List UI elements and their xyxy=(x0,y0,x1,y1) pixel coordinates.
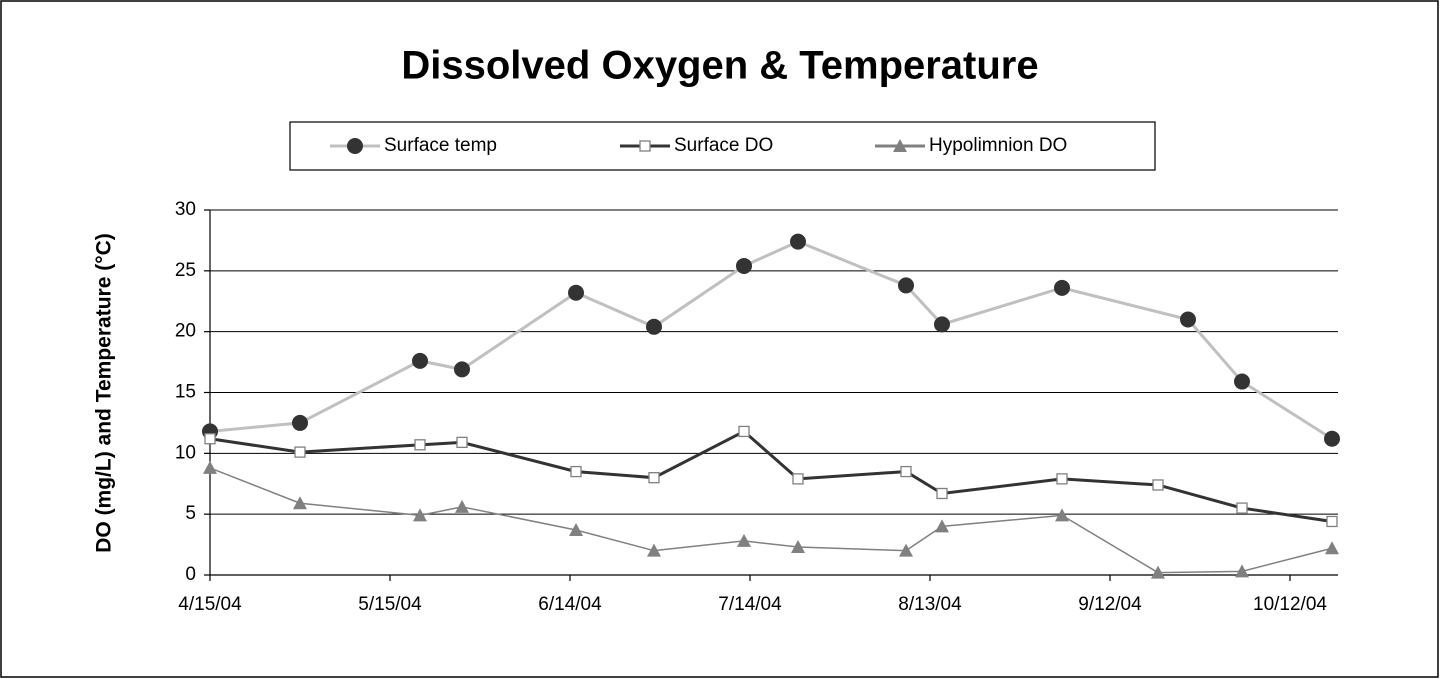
marker xyxy=(646,318,662,335)
marker xyxy=(1180,311,1196,328)
y-tick-label: 10 xyxy=(175,442,196,463)
marker xyxy=(204,433,216,445)
y-tick-label: 5 xyxy=(185,503,196,524)
marker xyxy=(647,543,661,557)
marker xyxy=(1235,564,1249,578)
marker xyxy=(1236,502,1248,514)
marker xyxy=(454,361,470,378)
marker xyxy=(568,284,584,301)
marker xyxy=(1056,473,1068,485)
marker xyxy=(456,436,468,449)
marker xyxy=(412,352,428,369)
legend-label: Surface temp xyxy=(384,135,497,156)
marker xyxy=(900,465,912,478)
marker xyxy=(790,233,806,250)
legend-marker xyxy=(893,139,907,152)
marker xyxy=(648,472,660,484)
marker xyxy=(934,316,950,333)
legend-marker xyxy=(639,140,651,152)
y-tick-label: 15 xyxy=(175,382,196,403)
legend-label: Surface DO xyxy=(674,135,773,156)
marker xyxy=(414,439,426,451)
marker xyxy=(792,473,804,485)
y-tick-label: 25 xyxy=(175,260,196,281)
marker xyxy=(1054,279,1070,296)
marker xyxy=(899,543,913,557)
marker xyxy=(413,508,427,522)
y-axis-label: DO (mg/L) and Temperature (°C) xyxy=(93,233,116,553)
marker xyxy=(293,496,307,510)
y-tick-label: 20 xyxy=(175,321,196,342)
x-tick-label: 8/13/04 xyxy=(898,594,962,615)
marker xyxy=(1055,508,1069,522)
x-tick-label: 4/15/04 xyxy=(178,594,242,615)
marker xyxy=(936,487,948,500)
marker xyxy=(1324,430,1340,447)
marker xyxy=(898,277,914,294)
y-tick-label: 0 xyxy=(185,564,196,585)
marker xyxy=(1325,541,1339,555)
marker xyxy=(736,257,752,274)
x-tick-label: 9/12/04 xyxy=(1078,594,1142,615)
x-tick-label: 10/12/04 xyxy=(1253,594,1327,615)
marker xyxy=(737,533,751,547)
marker xyxy=(935,519,949,533)
marker xyxy=(1234,373,1250,390)
series-line xyxy=(209,429,1333,523)
x-tick-label: 7/14/04 xyxy=(718,594,782,615)
chart-title: Dissolved Oxygen & Temperature xyxy=(401,44,1038,88)
marker xyxy=(738,425,750,438)
legend xyxy=(289,121,1156,171)
marker xyxy=(1151,565,1165,579)
marker xyxy=(1152,479,1164,491)
y-tick-label: 30 xyxy=(175,199,196,220)
marker xyxy=(1326,515,1338,528)
marker xyxy=(569,522,583,536)
marker xyxy=(570,465,582,478)
marker xyxy=(791,540,805,554)
series-line xyxy=(209,467,1333,574)
marker xyxy=(294,446,306,458)
marker xyxy=(292,414,308,431)
marker xyxy=(203,460,217,474)
legend-marker xyxy=(347,138,363,154)
x-tick-label: 6/14/04 xyxy=(538,594,602,615)
legend-label: Hypolimnion DO xyxy=(929,135,1067,156)
x-tick-label: 5/15/04 xyxy=(358,594,422,615)
marker xyxy=(455,499,469,513)
